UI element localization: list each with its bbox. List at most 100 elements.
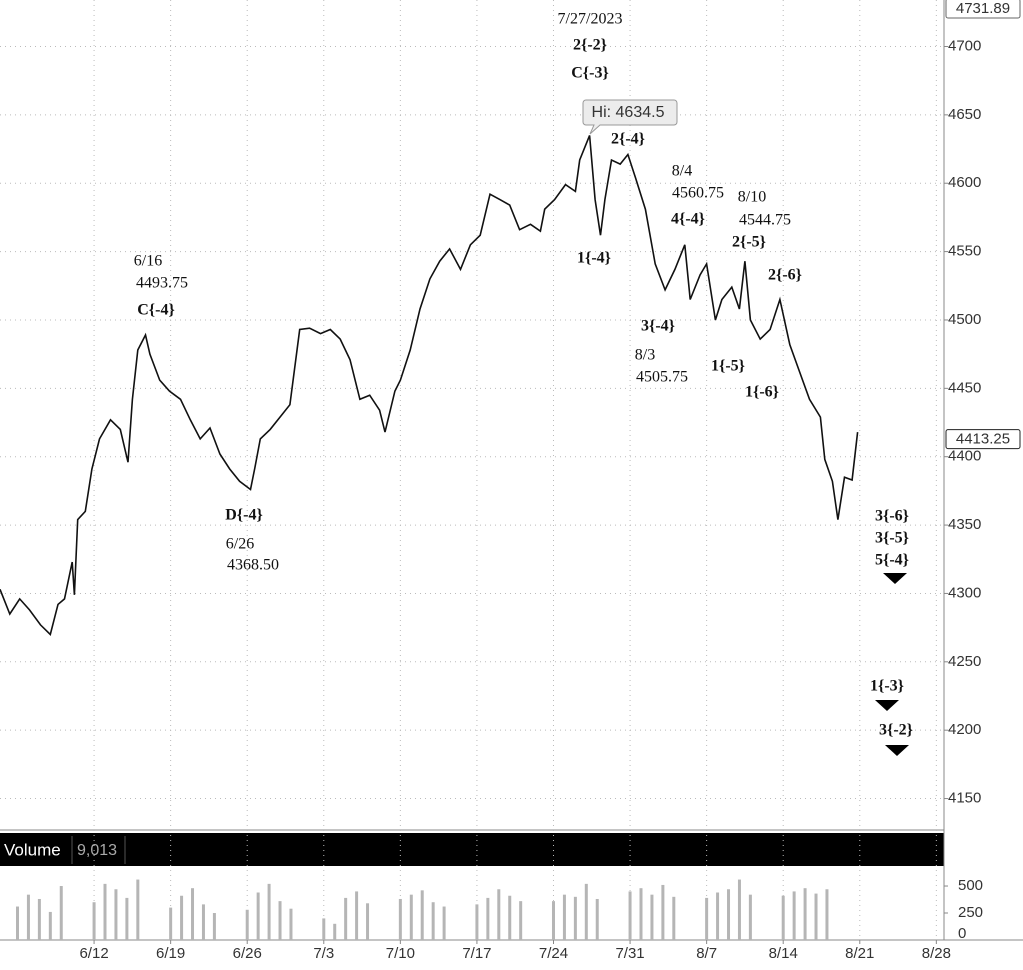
volume-bar xyxy=(737,879,741,940)
annotation: 8/10 xyxy=(738,189,766,206)
annotation: 4505.75 xyxy=(636,369,688,386)
y-tick-label: 4600 xyxy=(948,174,981,191)
volume-bar xyxy=(114,889,118,940)
volume-tick-label: 250 xyxy=(958,904,983,921)
volume-bar xyxy=(825,889,829,940)
volume-bar xyxy=(672,896,676,940)
volume-bar xyxy=(584,883,588,940)
volume-bar xyxy=(781,895,785,940)
volume-bar xyxy=(519,901,523,940)
volume-bar xyxy=(442,906,446,940)
y-tick-label: 4700 xyxy=(948,37,981,54)
volume-bar xyxy=(92,902,96,940)
volume-bar xyxy=(103,883,107,940)
volume-bar xyxy=(37,898,41,940)
annotation: 5{-4} xyxy=(875,552,909,569)
x-tick-label: 7/17 xyxy=(462,945,491,962)
volume-bar xyxy=(639,888,643,940)
volume-bar xyxy=(551,901,555,940)
volume-tick-label: 500 xyxy=(958,877,983,894)
volume-bar xyxy=(201,904,205,940)
target-arrow xyxy=(875,700,899,711)
volume-bar xyxy=(716,892,720,940)
y-tick-label: 4300 xyxy=(948,584,981,601)
annotation: 2{-5} xyxy=(732,234,766,251)
volume-bar xyxy=(486,897,490,940)
y-tick-label: 4650 xyxy=(948,106,981,123)
volume-bar xyxy=(420,890,424,940)
volume-bar xyxy=(191,888,195,940)
volume-bar xyxy=(136,879,140,940)
volume-bar xyxy=(16,906,20,940)
price-tag-box xyxy=(945,0,1021,19)
annotation: 8/4 xyxy=(672,163,692,180)
volume-bar xyxy=(125,897,129,940)
y-tick-label: 4550 xyxy=(948,243,981,260)
callout xyxy=(582,99,678,135)
volume-bar xyxy=(748,894,752,940)
volume-bar xyxy=(212,913,216,940)
x-tick-label: 6/19 xyxy=(156,945,185,962)
volume-bar xyxy=(409,894,413,940)
volume-bar xyxy=(366,903,370,940)
price-tag: 4413.25 xyxy=(956,431,1010,448)
annotation: 1{-3} xyxy=(870,678,904,695)
volume-bar xyxy=(267,883,271,940)
x-tick-label: 8/21 xyxy=(845,945,874,962)
x-tick-label: 7/10 xyxy=(386,945,415,962)
annotation: 1{-4} xyxy=(577,250,611,267)
volume-bar xyxy=(180,895,184,940)
x-tick-label: 7/3 xyxy=(313,945,334,962)
volume-bar xyxy=(398,898,402,940)
volume-bar xyxy=(289,908,293,940)
annotation: 3{-5} xyxy=(875,530,909,547)
annotation: 2{-6} xyxy=(768,267,802,284)
annotation: C{-4} xyxy=(137,302,175,319)
volume-bar xyxy=(792,891,796,940)
volume-bar xyxy=(497,889,501,940)
volume-header xyxy=(0,833,944,866)
annotation: 7/27/2023 xyxy=(558,11,623,28)
volume-current: 9,013 xyxy=(77,842,117,859)
annotation: C{-3} xyxy=(571,65,609,82)
volume-bar xyxy=(245,909,249,940)
volume-bar xyxy=(650,894,654,940)
y-tick-label: 4450 xyxy=(948,379,981,396)
volume-bar xyxy=(803,888,807,940)
volume-bar xyxy=(475,904,479,940)
price-line xyxy=(0,135,859,637)
annotation: 4493.75 xyxy=(136,275,188,292)
x-tick-label: 7/31 xyxy=(615,945,644,962)
volume-bar xyxy=(169,907,173,940)
volume-bar xyxy=(814,893,818,940)
annotation: 1{-6} xyxy=(745,384,779,401)
volume-bar xyxy=(344,897,348,940)
y-tick-label: 4350 xyxy=(948,516,981,533)
y-tick-label: 4150 xyxy=(948,790,981,807)
volume-bar xyxy=(355,891,359,940)
volume-bar xyxy=(59,886,63,940)
y-tick-label: 4500 xyxy=(948,311,981,328)
x-tick-label: 6/12 xyxy=(79,945,108,962)
y-tick-label: 4250 xyxy=(948,653,981,670)
volume-bar xyxy=(48,911,52,940)
target-arrow xyxy=(885,745,909,756)
x-tick-label: 8/14 xyxy=(769,945,798,962)
x-tick-label: 6/26 xyxy=(233,945,262,962)
volume-bar xyxy=(727,889,731,940)
volume-tick-label: 0 xyxy=(958,925,966,942)
volume-bar xyxy=(431,902,435,940)
volume-bar xyxy=(26,894,30,940)
annotation: 4{-4} xyxy=(671,211,705,228)
price-tag-box xyxy=(945,429,1021,450)
annotation: 3{-4} xyxy=(641,318,675,335)
x-tick-label: 8/28 xyxy=(922,945,951,962)
annotation: 1{-5} xyxy=(711,358,745,375)
annotation: 2{-4} xyxy=(611,131,645,148)
volume-bar xyxy=(333,923,337,940)
price-tag: 4731.89 xyxy=(956,0,1010,17)
volume-bar xyxy=(705,897,709,940)
volume-bar xyxy=(508,895,512,940)
